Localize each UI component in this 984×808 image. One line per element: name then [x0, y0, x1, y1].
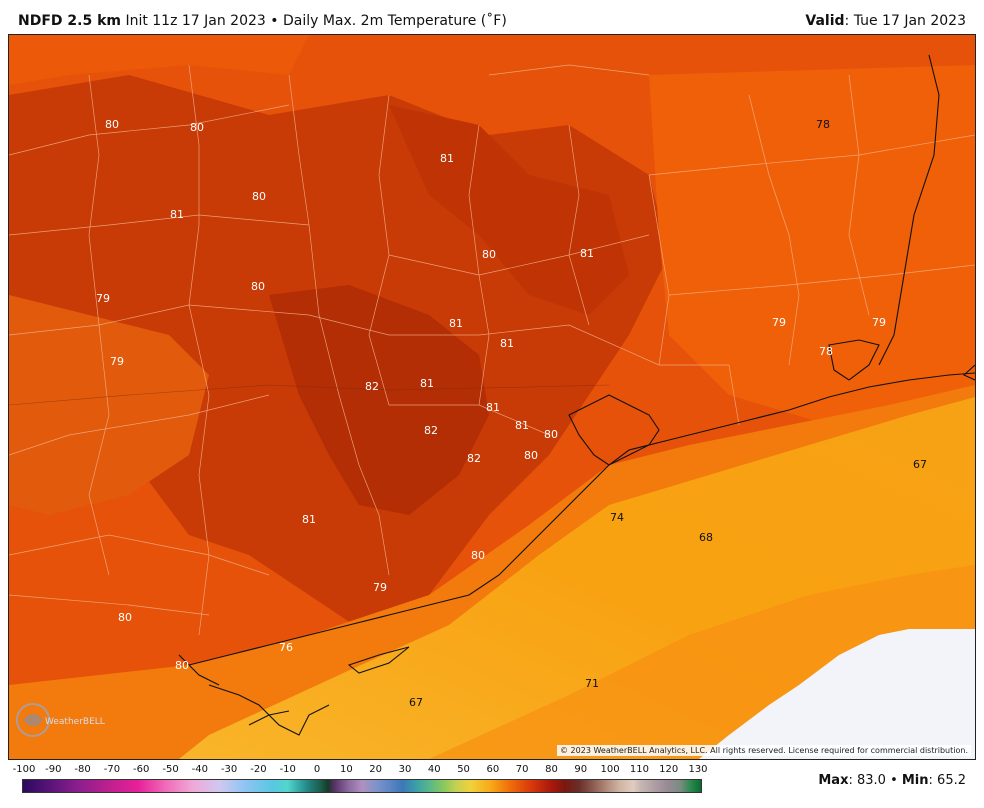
temp-label: 79: [373, 581, 387, 594]
warm-region-northwest: [9, 35, 309, 85]
temp-label: 78: [816, 118, 830, 131]
temp-label: 80: [105, 118, 119, 131]
temp-label: 79: [96, 292, 110, 305]
temp-label: 71: [585, 677, 599, 690]
temp-label: 81: [580, 247, 594, 260]
max-min-readout: Max: 83.0 • Min: 65.2: [818, 773, 966, 788]
weatherbell-logo: WeatherBELL: [15, 699, 105, 741]
hottest-region: [269, 285, 489, 515]
legend-tick-label: 70: [515, 764, 529, 775]
legend-ticks: -100 -90 -80 -70 -60 -50 -40 -30 -20 -10 0 10 20 30 40…: [13, 764, 708, 778]
temp-label: 81: [170, 208, 184, 221]
temp-label: 80: [482, 248, 496, 261]
legend-tick-label: -70: [103, 764, 121, 775]
temp-label: 82: [467, 452, 481, 465]
legend-tick-label: 120: [659, 764, 679, 775]
legend-tick-label: 100: [600, 764, 620, 775]
legend-tick-label: -100: [12, 764, 36, 775]
hot-region-north: [389, 105, 629, 315]
legend-tick-label: 10: [339, 764, 353, 775]
warm-region-west: [9, 295, 209, 515]
temperature-map[interactable]: 80 80 78 81 80 81 80 81 79 80 81 81 79 7…: [8, 34, 976, 760]
temp-label: 79: [872, 316, 886, 329]
temp-label: 78: [819, 345, 833, 358]
product-description: Init 11z 17 Jan 2023 • Daily Max. 2m Tem…: [125, 13, 507, 29]
temp-label: 80: [251, 280, 265, 293]
legend-tick-label: 40: [427, 764, 441, 775]
min-value: : 65.2: [928, 773, 966, 788]
product-name: NDFD 2.5 km: [18, 13, 121, 29]
state-border: [9, 384, 610, 406]
legend-tick-label: -40: [191, 764, 208, 775]
temp-label: 80: [471, 549, 485, 562]
legend-tick-label: 30: [398, 764, 412, 775]
max-value: : 83.0 •: [848, 773, 902, 788]
valid-label: Valid: [805, 13, 845, 29]
legend-tick-label: 0: [313, 764, 321, 775]
legend-tick-label: -80: [74, 764, 91, 775]
legend-tick-label: -90: [45, 764, 62, 775]
temp-label: 80: [252, 190, 266, 203]
legend-tick-label: 90: [574, 764, 588, 775]
min-label: Min: [901, 773, 929, 788]
valid-date: : Tue 17 Jan 2023: [844, 13, 966, 29]
temp-label: 81: [302, 513, 316, 526]
color-legend: -100 -90 -80 -70 -60 -50 -40 -30 -20 -10 0 10 20 30 40…: [13, 764, 708, 804]
legend-tick-label: 80: [545, 764, 558, 775]
temp-label: 67: [409, 696, 423, 709]
county-lines: [9, 64, 975, 636]
temp-label: 80: [544, 428, 558, 441]
temp-label: 79: [110, 355, 124, 368]
temp-label: 81: [500, 337, 514, 350]
legend-tick-label: 110: [629, 764, 649, 775]
map-header: NDFD 2.5 km Init 11z 17 Jan 2023 • Daily…: [0, 0, 984, 34]
legend-tick-label: 60: [486, 764, 500, 775]
legend-tick-label: 20: [369, 764, 383, 775]
value-labels: 80 80 78 81 80 81 80 81 79 80 81 81 79 7…: [96, 118, 927, 709]
temp-label: 80: [190, 121, 204, 134]
no-data-area: [699, 629, 975, 759]
legend-tick-label: -60: [133, 764, 150, 775]
map-title: NDFD 2.5 km Init 11z 17 Jan 2023 • Daily…: [18, 13, 507, 29]
legend-tick-label: -20: [250, 764, 267, 775]
temp-label: 81: [440, 152, 454, 165]
temp-label: 80: [118, 611, 132, 624]
temp-label: 82: [424, 424, 438, 437]
legend-color-bar: [22, 779, 702, 793]
legend-tick-label: -10: [279, 764, 296, 775]
legend-tick-label: 50: [457, 764, 470, 775]
temp-label: 76: [279, 641, 293, 654]
temp-label: 81: [420, 377, 434, 390]
temp-label: 67: [913, 458, 927, 471]
temp-label: 81: [486, 401, 500, 414]
temp-label: 82: [365, 380, 379, 393]
copyright-notice: © 2023 WeatherBELL Analytics, LLC. All r…: [557, 745, 971, 756]
valid-time: Valid: Tue 17 Jan 2023: [805, 13, 966, 29]
legend-tick-label: -30: [220, 764, 238, 775]
temp-label: 74: [610, 511, 624, 524]
logo-swirl-icon: WeatherBELL: [16, 703, 105, 737]
temp-label: 81: [515, 419, 529, 432]
legend-tick-label: -50: [162, 764, 179, 775]
temp-label: 80: [524, 449, 538, 462]
temp-label: 79: [772, 316, 786, 329]
map-canvas: 80 80 78 81 80 81 80 81 79 80 81 81 79 7…: [9, 35, 975, 759]
legend-tick-label: 130: [688, 764, 708, 775]
temp-label: 80: [175, 659, 189, 672]
temp-label: 81: [449, 317, 463, 330]
max-label: Max: [818, 773, 849, 788]
logo-text: WeatherBELL: [45, 717, 105, 727]
temp-label: 68: [699, 531, 713, 544]
coastline: [178, 54, 975, 736]
